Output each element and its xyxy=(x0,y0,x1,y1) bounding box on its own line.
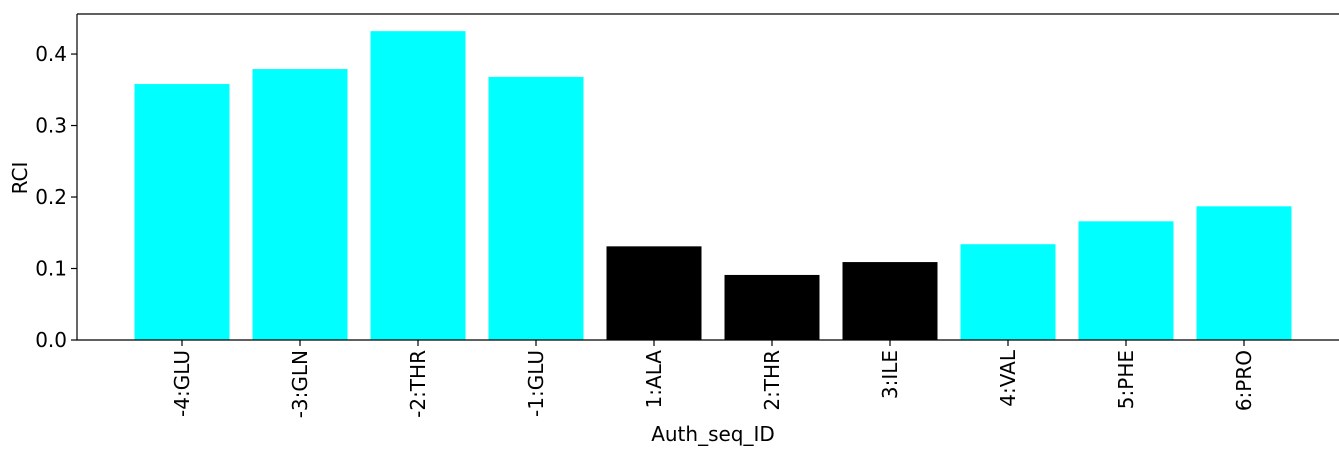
bar-4:VAL xyxy=(960,244,1056,340)
y-tick-label: 0.2 xyxy=(35,185,67,209)
x-tick-label: 6:PRO xyxy=(1232,350,1256,411)
x-tick-label: -1:GLU xyxy=(524,350,548,417)
y-tick-label: 0.4 xyxy=(35,42,67,66)
bar-1:ALA xyxy=(606,246,702,340)
x-tick-label: -3:GLN xyxy=(288,350,312,418)
bar--2:THR xyxy=(370,31,466,340)
bar--1:GLU xyxy=(488,76,584,340)
bar--4:GLU xyxy=(134,84,230,340)
y-axis-label: RCI xyxy=(8,162,32,195)
x-tick-label: 1:ALA xyxy=(642,350,666,409)
x-tick-label: 5:PHE xyxy=(1114,350,1138,409)
bar-3:ILE xyxy=(842,262,938,340)
y-tick-label: 0.1 xyxy=(35,257,67,281)
y-tick-label: 0.3 xyxy=(35,114,67,138)
bar-5:PHE xyxy=(1078,221,1174,340)
x-tick-label: 2:THR xyxy=(760,350,784,411)
x-ticks-layer: -4:GLU -3:GLN -2:THR -1:GLU 1:ALA 2:THR 3:ILE 4… xyxy=(170,340,1256,418)
y-ticks-layer: 0.0 0.1 0.2 0.3 0.4 xyxy=(35,42,77,352)
bar--3:GLN xyxy=(252,69,348,340)
y-tick-label: 0.0 xyxy=(35,328,67,352)
x-tick-label: -4:GLU xyxy=(170,350,194,417)
x-tick-label: 3:ILE xyxy=(878,350,902,399)
bar-2:THR xyxy=(724,274,820,340)
x-tick-label: -2:THR xyxy=(406,350,430,418)
x-tick-label: 4:VAL xyxy=(996,349,1020,407)
bars-layer xyxy=(134,31,1292,340)
bar-6:PRO xyxy=(1196,206,1292,340)
x-axis-label: Auth_seq_ID xyxy=(651,422,775,446)
